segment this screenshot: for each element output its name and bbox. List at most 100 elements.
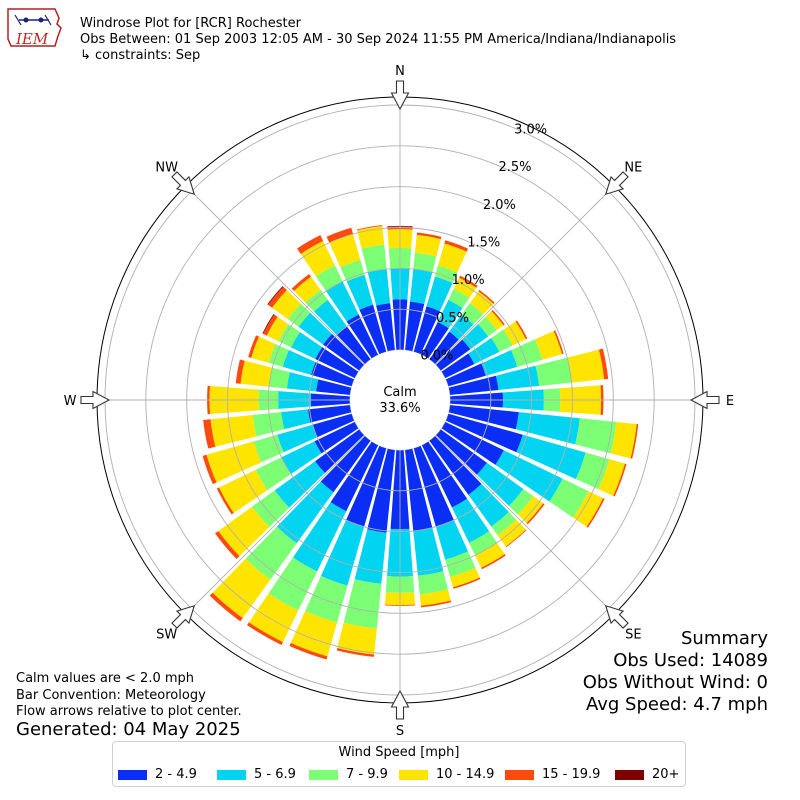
- windrose-bar-segment: [278, 324, 300, 348]
- legend-swatch: [505, 769, 534, 780]
- windrose-bar-segment: [476, 462, 524, 507]
- windrose-bar-segment: [215, 531, 240, 559]
- compass-label: N: [395, 64, 405, 79]
- windrose-bar-segment: [468, 337, 500, 365]
- windrose-bar-segment: [420, 600, 452, 608]
- radial-tick-label: 2.0%: [483, 198, 516, 213]
- windrose-bar-segment: [491, 329, 513, 352]
- windrose-bar-segment: [413, 306, 440, 355]
- windrose-bar-segment: [505, 529, 527, 548]
- windrose-bar-segment: [445, 363, 486, 387]
- windrose-bar-segment: [202, 454, 217, 485]
- flow-arrow-icon: [171, 604, 196, 629]
- windrose-bar-segment: [325, 281, 359, 322]
- legend-label: 20+: [652, 767, 680, 782]
- compass-label: SE: [625, 627, 641, 642]
- windrose-bar-segment: [269, 367, 290, 389]
- windrose-bar-segment: [253, 434, 284, 463]
- iem-logo-graphic: IEM: [7, 8, 62, 48]
- grid-spoke: [185, 435, 365, 615]
- summary-obs-without-wind: Obs Without Wind: 0: [582, 672, 768, 693]
- flow-arrow-icon: [171, 171, 196, 196]
- windrose-bar-segment: [300, 241, 335, 277]
- windrose-bar-segment: [526, 503, 545, 525]
- flow-arrow-icon: [390, 689, 410, 720]
- windrose-bar-segment: [276, 481, 334, 544]
- grid-spoke: [435, 185, 615, 365]
- generated-date: Generated: 04 May 2025: [16, 719, 241, 740]
- windrose-bar-segment: [263, 314, 278, 336]
- windrose-bar-segment: [435, 520, 469, 560]
- windrose-bar-segment: [212, 558, 271, 619]
- windrose-bar-segment: [311, 362, 355, 387]
- windrose-bar-segment: [610, 421, 637, 459]
- legend-item: 7 - 9.9: [309, 767, 388, 782]
- windrose-bar-segment: [323, 333, 365, 371]
- calm-label: Calm: [383, 385, 416, 400]
- windrose-bar-segment: [209, 592, 243, 622]
- windrose-bar-segment: [503, 321, 526, 346]
- windrose-bar-segment: [216, 487, 234, 515]
- windrose-bar-segment: [320, 520, 365, 586]
- windrose-bar-segment: [346, 445, 387, 527]
- windrose-bar-segment: [315, 347, 359, 379]
- windrose-bar-segment: [281, 409, 311, 430]
- windrose-bar-segment: [308, 405, 352, 423]
- windrose-bar-segment: [218, 506, 270, 557]
- windrose-bar-segment: [252, 490, 290, 528]
- windrose-bar-segment: [481, 350, 518, 376]
- windrose-bar-segment: [630, 424, 639, 459]
- windrose-bar-segment: [315, 429, 365, 474]
- iem-logo-text: IEM: [15, 30, 49, 48]
- windrose-bar-segment: [281, 441, 322, 475]
- windrose-bar-segment: [444, 240, 469, 252]
- windrose-bar-segment: [469, 531, 497, 556]
- windrose-bar-segment: [435, 429, 487, 475]
- calm-center: Calm 33.6%: [350, 350, 450, 450]
- windrose-bar-segment: [293, 276, 321, 303]
- windrose-bar-segment: [329, 234, 361, 268]
- windrose-bar-segment: [426, 276, 453, 312]
- iem-logo: IEM: [5, 6, 63, 54]
- windrose-bar-segment: [262, 314, 275, 334]
- windrose-bar-segment: [248, 593, 299, 643]
- windrose-bar-segment: [478, 289, 495, 304]
- windrose-bar-segment: [282, 350, 316, 375]
- flow-note: Flow arrows relative to plot center.: [16, 704, 242, 719]
- windrose-bar-segment: [248, 335, 260, 358]
- summary-avg-speed: Avg Speed: 4.7 mph: [586, 694, 768, 715]
- windrose-bar-segment: [367, 269, 391, 306]
- windrose-bar-segment: [515, 320, 528, 340]
- windrose-bar-segment: [535, 357, 572, 386]
- windrose-bar-segment: [267, 286, 284, 305]
- legend-swatch: [399, 769, 428, 780]
- bar-convention: Bar Convention: Meteorology: [16, 688, 206, 703]
- summary-obs-used: Obs Used: 14089: [613, 650, 768, 671]
- windrose-bar-segment: [298, 312, 332, 345]
- windrose-bar-segment: [441, 353, 475, 379]
- compass-label: W: [64, 394, 77, 409]
- windrose-bar-segment: [346, 274, 374, 310]
- windrose-bar-segment: [247, 622, 283, 646]
- windrose-bar-segment: [410, 269, 433, 305]
- windrose-bar-segment: [598, 348, 609, 380]
- radial-tick-label: 0.5%: [436, 311, 469, 326]
- windrose-bar-segment: [419, 589, 451, 606]
- windrose-bar-segment: [266, 316, 289, 342]
- legend-title: Wind Speed [mph]: [338, 745, 460, 760]
- flow-arrow-icon: [689, 390, 720, 410]
- windrose-bar-segment: [598, 459, 625, 496]
- windrose-bar-segment: [297, 235, 324, 254]
- windrose-bar-segment: [292, 502, 347, 572]
- windrose-bar-segment: [367, 448, 395, 533]
- windrose-bar-segment: [448, 375, 499, 395]
- windrose-bar-segment: [516, 434, 586, 480]
- windrose-bar-segment: [312, 413, 355, 438]
- windrose-bar-segment: [359, 304, 387, 355]
- legend-item: 2 - 4.9: [118, 767, 197, 782]
- windrose-bar-segment: [459, 275, 478, 288]
- windrose-bar-segment: [210, 414, 257, 447]
- legend-swatch: [118, 769, 147, 780]
- windrose-bar-segment: [491, 511, 517, 536]
